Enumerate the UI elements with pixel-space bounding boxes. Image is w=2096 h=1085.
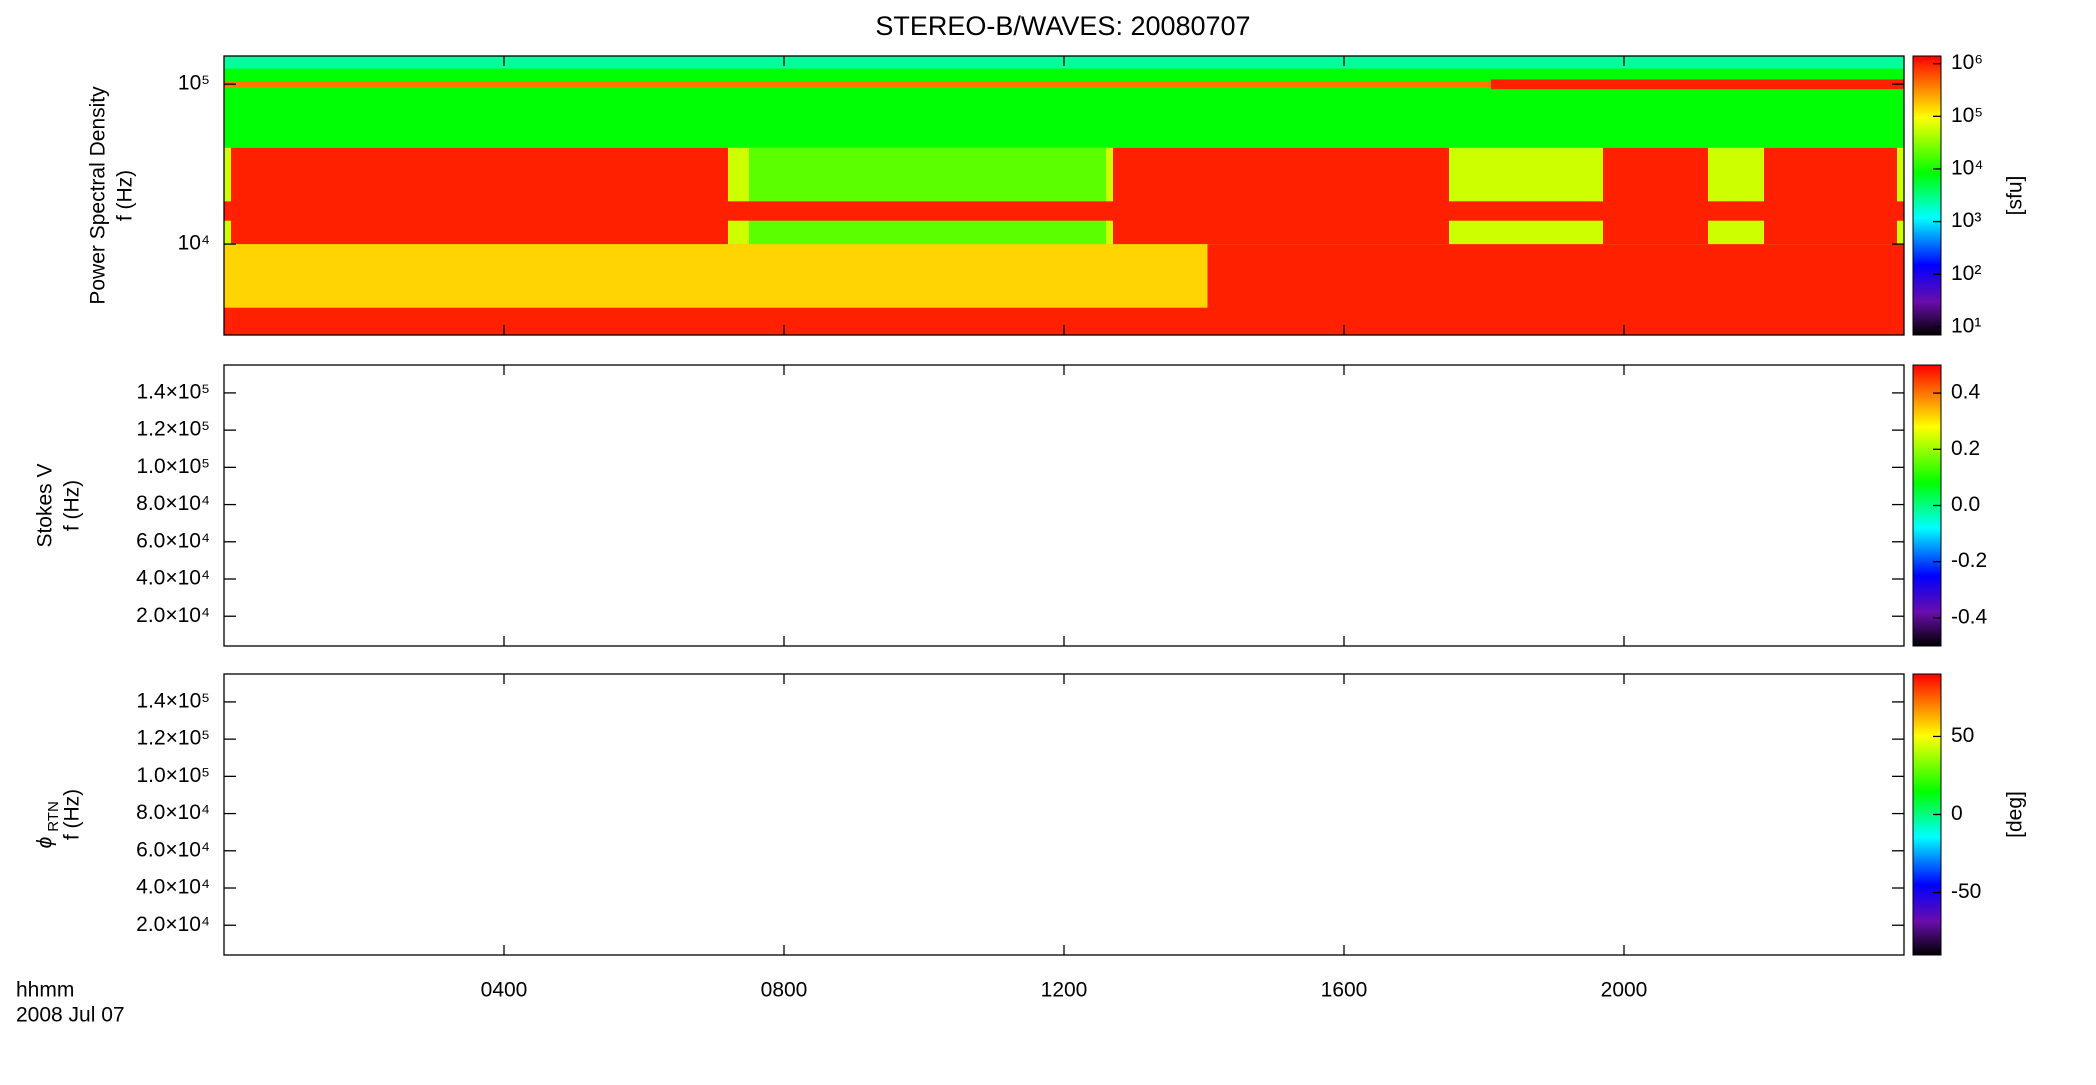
colorbar-tick-label: 10⁶: [1951, 51, 1983, 74]
spectrogram-cell: [1207, 244, 1904, 335]
colorbar-tick-label: 10⁴: [1951, 157, 1983, 180]
colorbar-tick-label: 0: [1951, 802, 1963, 825]
y-axis-label: Power Spectral Density: [87, 86, 110, 305]
colorbar-tick-label: 0.0: [1951, 493, 1980, 516]
x-tick-label: 2000: [1601, 979, 1648, 1002]
spectrogram-cell: [224, 81, 1491, 87]
y-tick-label: 4.0×10⁴: [136, 567, 210, 590]
colorbar-tick-label: 10⁵: [1951, 104, 1983, 127]
x-tick-label: 0400: [481, 979, 528, 1002]
y-tick-label: 1.2×10⁵: [136, 727, 210, 750]
y-tick-label: 1.4×10⁵: [136, 380, 210, 403]
colorbar-tick-label: 0.2: [1951, 437, 1980, 460]
x-tick-label: 1600: [1321, 979, 1368, 1002]
y-tick-label: 1.0×10⁵: [136, 455, 210, 478]
spectrogram-cell: [1113, 147, 1449, 245]
y-axis-unit: f (Hz): [61, 789, 84, 840]
x-tick-label: 0800: [761, 979, 808, 1002]
y-tick-label: 6.0×10⁴: [136, 529, 210, 552]
spectrogram-cell: [231, 147, 728, 245]
y-tick-label: 6.0×10⁴: [136, 838, 210, 861]
colorbar-label: [sfu]: [2004, 176, 2027, 216]
x-tick-label: 1200: [1041, 979, 1088, 1002]
colorbar-tick-label: -50: [1951, 880, 1981, 903]
colorbar: [1912, 55, 1942, 336]
colorbar-tick-label: 10³: [1951, 209, 1981, 232]
spectrogram-cell: [1764, 147, 1897, 245]
x-axis-label: hhmm: [16, 979, 74, 1002]
y-tick-label: 8.0×10⁴: [136, 801, 210, 824]
y-axis-subscript: RTN: [45, 801, 62, 832]
date-label: 2008 Jul 07: [16, 1004, 125, 1027]
colorbar-label: [deg]: [2004, 791, 2027, 838]
chart-title: STEREO-B/WAVES: 20080707: [875, 11, 1250, 41]
spectrogram-cell: [1491, 79, 1904, 90]
y-axis-unit: f (Hz): [114, 170, 137, 221]
y-axis-symbol: ϕ: [34, 837, 57, 849]
y-tick-label: 10⁴: [178, 232, 210, 255]
y-tick-label: 10⁵: [178, 72, 210, 95]
y-tick-label: 1.2×10⁵: [136, 418, 210, 441]
colorbar-tick-label: -0.4: [1951, 605, 1988, 628]
colorbar-tick-label: -0.2: [1951, 549, 1987, 572]
colorbar-tick-label: 10²: [1951, 262, 1981, 285]
y-tick-label: 1.4×10⁵: [136, 689, 210, 712]
spectrogram-cell: [224, 307, 1208, 335]
spectrogram-cell: [749, 147, 1106, 245]
spectrogram-cell: [1603, 147, 1708, 245]
colorbar-tick-label: 50: [1951, 724, 1974, 747]
y-axis-unit: f (Hz): [61, 480, 84, 531]
colorbar-tick-label: 10¹: [1951, 314, 1981, 337]
y-axis-label: Stokes V: [34, 463, 57, 547]
y-tick-label: 2.0×10⁴: [136, 913, 210, 936]
y-tick-label: 8.0×10⁴: [136, 492, 210, 515]
y-tick-label: 1.0×10⁵: [136, 764, 210, 787]
y-tick-label: 4.0×10⁴: [136, 876, 210, 899]
y-tick-label: 2.0×10⁴: [136, 604, 210, 627]
spectrogram-cell: [224, 201, 1904, 221]
colorbar-tick-label: 0.4: [1951, 381, 1981, 404]
